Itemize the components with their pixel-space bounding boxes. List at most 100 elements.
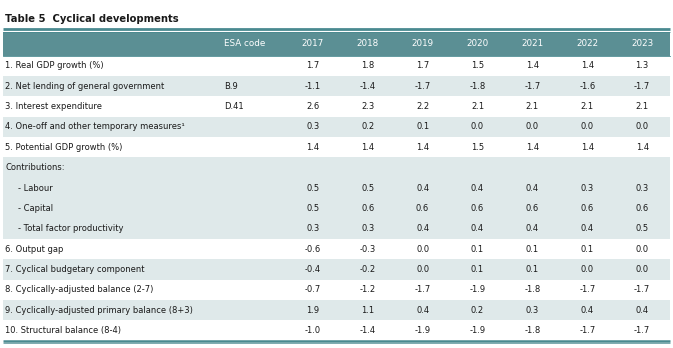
- Bar: [3, 137, 670, 157]
- Text: 0.3: 0.3: [306, 122, 320, 132]
- Text: 0.6: 0.6: [635, 204, 649, 213]
- Text: 1.5: 1.5: [471, 61, 484, 70]
- Text: 1.8: 1.8: [361, 61, 374, 70]
- Text: D.41: D.41: [224, 102, 244, 111]
- Text: 4. One-off and other temporary measures¹: 4. One-off and other temporary measures¹: [5, 122, 185, 132]
- Text: 1.4: 1.4: [416, 143, 429, 152]
- Text: 0.6: 0.6: [416, 204, 429, 213]
- Text: Contributions:: Contributions:: [5, 163, 65, 172]
- Text: -1.8: -1.8: [524, 326, 540, 335]
- Text: 0.0: 0.0: [581, 265, 594, 274]
- Text: B.9: B.9: [224, 82, 238, 91]
- Text: 5. Potential GDP growth (%): 5. Potential GDP growth (%): [5, 143, 122, 152]
- Text: 2.1: 2.1: [471, 102, 484, 111]
- Text: 2.3: 2.3: [361, 102, 374, 111]
- Bar: [3, 279, 670, 300]
- Text: 0.1: 0.1: [526, 265, 539, 274]
- Text: 0.0: 0.0: [471, 122, 484, 132]
- Text: 1.9: 1.9: [306, 306, 319, 315]
- Text: 0.4: 0.4: [526, 224, 539, 233]
- Text: 0.1: 0.1: [581, 245, 594, 254]
- Text: 0.1: 0.1: [471, 265, 484, 274]
- Text: 0.5: 0.5: [361, 183, 374, 192]
- Text: 0.4: 0.4: [471, 224, 484, 233]
- Text: -1.9: -1.9: [469, 326, 485, 335]
- Text: 0.4: 0.4: [635, 306, 649, 315]
- Text: -1.9: -1.9: [469, 285, 485, 294]
- Text: 1.4: 1.4: [526, 61, 539, 70]
- Text: 6. Output gap: 6. Output gap: [5, 245, 64, 254]
- Text: 2023: 2023: [631, 39, 653, 48]
- Text: -0.4: -0.4: [305, 265, 321, 274]
- Text: 1.7: 1.7: [416, 61, 429, 70]
- Text: 0.4: 0.4: [581, 306, 594, 315]
- Text: -1.7: -1.7: [634, 285, 650, 294]
- Text: 1.4: 1.4: [306, 143, 319, 152]
- Text: 1.4: 1.4: [581, 61, 594, 70]
- Bar: [3, 157, 670, 178]
- Bar: [3, 117, 670, 137]
- Text: -1.4: -1.4: [359, 82, 376, 91]
- Text: 0.3: 0.3: [361, 224, 374, 233]
- Text: 0.1: 0.1: [471, 245, 484, 254]
- Text: - Labour: - Labour: [18, 183, 53, 192]
- Text: 2.1: 2.1: [635, 102, 649, 111]
- Text: -0.6: -0.6: [305, 245, 321, 254]
- Text: -1.7: -1.7: [415, 285, 431, 294]
- Text: 2.2: 2.2: [416, 102, 429, 111]
- Text: -1.7: -1.7: [579, 326, 596, 335]
- Bar: [3, 198, 670, 219]
- Text: -1.7: -1.7: [634, 82, 650, 91]
- Text: 0.4: 0.4: [471, 183, 484, 192]
- Text: 0.4: 0.4: [581, 224, 594, 233]
- Text: - Total factor productivity: - Total factor productivity: [18, 224, 124, 233]
- Text: 0.3: 0.3: [581, 183, 594, 192]
- Text: 1.5: 1.5: [471, 143, 484, 152]
- Text: 9. Cyclically-adjusted primary balance (8+3): 9. Cyclically-adjusted primary balance (…: [5, 306, 193, 315]
- Text: 2018: 2018: [357, 39, 379, 48]
- Text: 1.4: 1.4: [526, 143, 539, 152]
- Text: -1.1: -1.1: [305, 82, 321, 91]
- Bar: [3, 300, 670, 320]
- Bar: [3, 219, 670, 239]
- Text: -1.9: -1.9: [415, 326, 431, 335]
- Text: 0.5: 0.5: [635, 224, 649, 233]
- Text: -1.7: -1.7: [634, 326, 650, 335]
- Text: 0.0: 0.0: [526, 122, 539, 132]
- Text: 0.0: 0.0: [635, 245, 649, 254]
- Text: 2.1: 2.1: [581, 102, 594, 111]
- Text: 2.6: 2.6: [306, 102, 320, 111]
- Text: -1.7: -1.7: [415, 82, 431, 91]
- Bar: [3, 320, 670, 341]
- Text: 1.4: 1.4: [581, 143, 594, 152]
- Text: 3. Interest expenditure: 3. Interest expenditure: [5, 102, 102, 111]
- Text: Table 5  Cyclical developments: Table 5 Cyclical developments: [5, 14, 178, 24]
- Text: 0.4: 0.4: [416, 183, 429, 192]
- Text: 0.3: 0.3: [306, 224, 320, 233]
- Text: 0.1: 0.1: [526, 245, 539, 254]
- Bar: [3, 178, 670, 198]
- Bar: [3, 32, 670, 56]
- Text: 2020: 2020: [466, 39, 489, 48]
- Text: -0.3: -0.3: [359, 245, 376, 254]
- Text: -1.8: -1.8: [469, 82, 486, 91]
- Bar: [3, 259, 670, 279]
- Text: 0.6: 0.6: [361, 204, 374, 213]
- Text: -1.4: -1.4: [359, 326, 376, 335]
- Text: 1.7: 1.7: [306, 61, 320, 70]
- Text: 0.2: 0.2: [361, 122, 374, 132]
- Text: 2019: 2019: [411, 39, 433, 48]
- Text: 8. Cyclically-adjusted balance (2-7): 8. Cyclically-adjusted balance (2-7): [5, 285, 153, 294]
- Text: -0.2: -0.2: [359, 265, 376, 274]
- Text: 0.4: 0.4: [416, 306, 429, 315]
- Text: -1.7: -1.7: [579, 285, 596, 294]
- Text: 0.0: 0.0: [635, 122, 649, 132]
- Text: -1.2: -1.2: [359, 285, 376, 294]
- Text: 2022: 2022: [576, 39, 598, 48]
- Text: 0.3: 0.3: [526, 306, 539, 315]
- Text: 0.0: 0.0: [416, 265, 429, 274]
- Text: 0.6: 0.6: [526, 204, 539, 213]
- Text: 0.4: 0.4: [416, 224, 429, 233]
- Text: 7. Cyclical budgetary component: 7. Cyclical budgetary component: [5, 265, 145, 274]
- Text: 0.4: 0.4: [526, 183, 539, 192]
